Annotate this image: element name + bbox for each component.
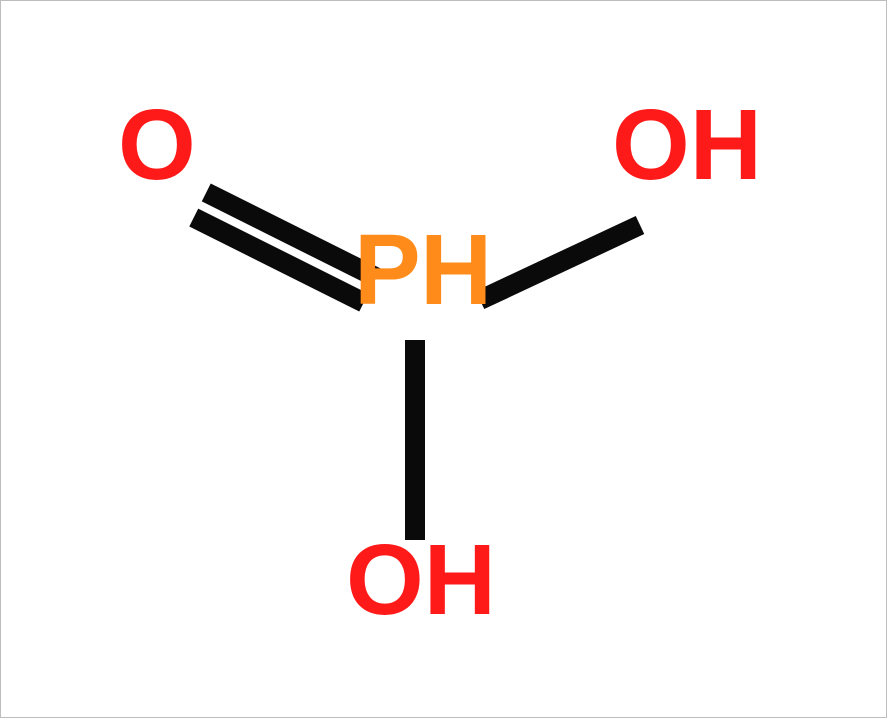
atom-hydroxyl-bottom: OH (346, 530, 496, 630)
atom-hydrogen-center: H (420, 220, 492, 320)
atom-oxygen-double: O (118, 95, 196, 195)
atom-hydroxyl-top: OH (612, 95, 762, 195)
atom-phosphorus: P (354, 220, 421, 320)
molecule-diagram: P H O OH OH (0, 0, 889, 720)
